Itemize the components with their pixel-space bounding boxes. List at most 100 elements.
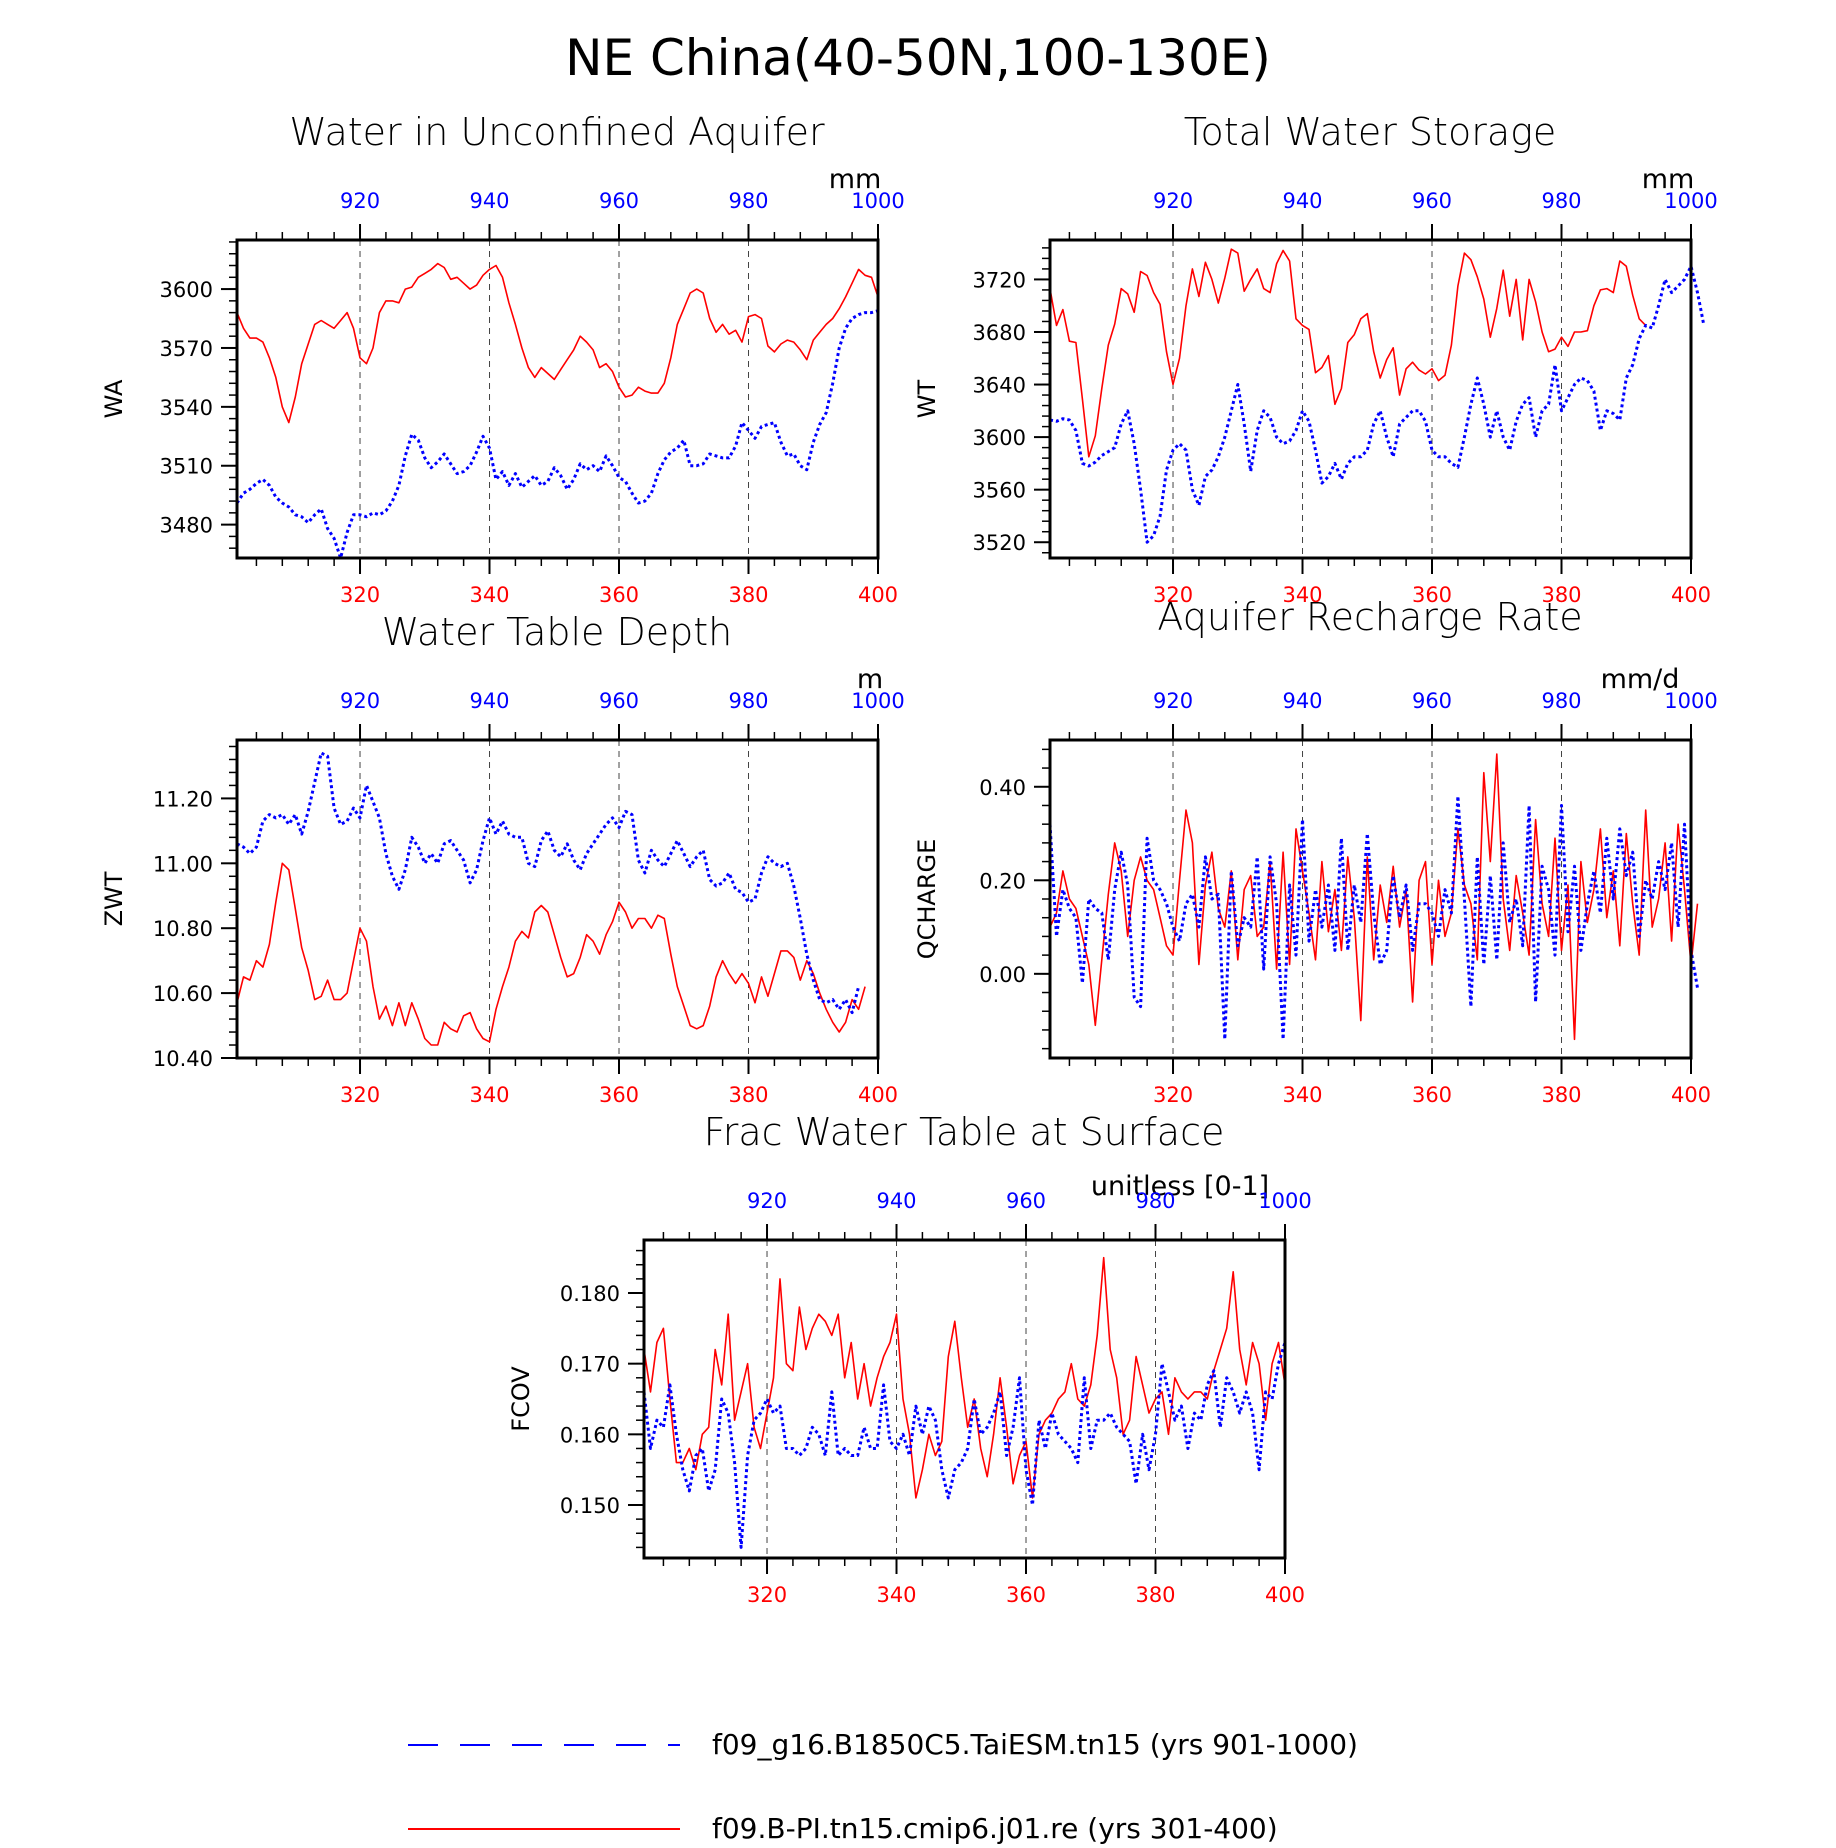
units-label: mm/d	[1601, 664, 1680, 695]
series-line-blue	[236, 751, 861, 1015]
y-tick-label: 3540	[160, 396, 213, 420]
x-top-tick-label: 940	[469, 689, 509, 713]
x-tick-label: 380	[1541, 583, 1581, 607]
y-tick-label: 0.00	[979, 963, 1026, 987]
x-tick-label: 400	[1671, 1083, 1711, 1107]
y-tick-label: 0.40	[979, 776, 1026, 800]
series-line-blue	[1049, 264, 1706, 544]
y-axis-label: WA	[100, 379, 128, 418]
x-top-tick-label: 920	[747, 1189, 787, 1213]
x-top-tick-label: 960	[599, 689, 639, 713]
x-tick-label: 400	[1265, 1583, 1305, 1607]
x-top-tick-label: 920	[340, 689, 380, 713]
x-tick-label: 360	[599, 583, 639, 607]
x-tick-label: 360	[1006, 1583, 1046, 1607]
x-tick-label: 380	[1541, 1083, 1581, 1107]
x-top-tick-label: 940	[1282, 689, 1322, 713]
y-tick-label: 3510	[160, 455, 213, 479]
series-line-red	[236, 262, 879, 424]
units-label: m	[857, 664, 883, 695]
legend-label-red: f09.B-PI.tn15.cmip6.j01.re (yrs 301-400)	[712, 1812, 1278, 1845]
y-axis-label: FCOV	[507, 1366, 535, 1432]
panel-title: Frac Water Table at Surface	[704, 1110, 1225, 1154]
figure-title: NE China(40-50N,100-130E)	[565, 29, 1271, 87]
y-tick-label: 11.20	[153, 787, 213, 811]
x-top-tick-label: 1000	[851, 689, 904, 713]
x-tick-label: 360	[1412, 583, 1452, 607]
panel-aquifer-recharge-rate: Aquifer Recharge Rate mm/d QCHARGE 0.00 0.20…	[913, 595, 1718, 1107]
x-top-tick-label: 940	[469, 189, 509, 213]
x-tick-label: 340	[876, 1583, 916, 1607]
y-tick-label: 3520	[973, 531, 1026, 555]
panel-water-table-depth: Water Table Depth m ZWT 10.40 10.60 10.80 11.0…	[100, 610, 905, 1107]
plot-frame	[642, 1238, 1287, 1560]
x-top-tick-label: 1000	[851, 189, 904, 213]
y-tick-label: 3640	[973, 374, 1026, 398]
x-tick-label: 360	[599, 1083, 639, 1107]
y-tick-label: 0.150	[560, 1494, 620, 1518]
y-tick-label: 3600	[160, 278, 213, 302]
series-line-red	[1049, 753, 1699, 1041]
series-line-red	[1049, 248, 1647, 458]
units-label: unitless [0-1]	[1091, 1171, 1269, 1202]
plot-frame	[235, 238, 880, 560]
y-tick-label: 10.40	[153, 1047, 213, 1071]
units-label: mm	[1642, 164, 1695, 195]
y-tick-label: 3560	[973, 479, 1026, 503]
x-tick-label: 340	[1282, 1083, 1322, 1107]
x-top-tick-label: 980	[1541, 189, 1581, 213]
series-line-blue	[235, 309, 879, 560]
y-axis-label: QCHARGE	[913, 839, 941, 960]
series-line-red	[236, 862, 866, 1046]
x-top-tick-label: 960	[1006, 1189, 1046, 1213]
x-tick-label: 340	[469, 1083, 509, 1107]
panel-frac-water-table-at-surface: Frac Water Table at Surface unitless [0-1…	[507, 1110, 1312, 1607]
x-tick-label: 360	[1412, 1083, 1452, 1107]
y-tick-label: 0.160	[560, 1423, 620, 1447]
series-line-blue	[642, 1342, 1287, 1549]
x-top-tick-label: 980	[728, 189, 768, 213]
x-top-tick-label: 1000	[1664, 189, 1717, 213]
y-tick-label: 0.180	[560, 1282, 620, 1306]
x-tick-label: 320	[340, 1083, 380, 1107]
panel-title: Total Water Storage	[1184, 110, 1557, 154]
y-tick-label: 3570	[160, 337, 213, 361]
y-tick-label: 3720	[973, 268, 1026, 292]
y-tick-label: 3600	[973, 426, 1026, 450]
x-tick-label: 380	[728, 1083, 768, 1107]
y-tick-label: 3680	[973, 321, 1026, 345]
x-top-tick-label: 1000	[1258, 1189, 1311, 1213]
units-label: mm	[829, 164, 882, 195]
x-tick-label: 340	[1282, 583, 1322, 607]
x-top-tick-label: 1000	[1664, 689, 1717, 713]
y-axis-label: WT	[913, 379, 941, 418]
x-tick-label: 340	[469, 583, 509, 607]
x-top-tick-label: 940	[1282, 189, 1322, 213]
x-top-tick-label: 920	[1153, 189, 1193, 213]
y-axis-label: ZWT	[100, 871, 128, 926]
plot-frame	[235, 738, 880, 1060]
y-tick-label: 3480	[160, 514, 213, 538]
x-tick-label: 380	[728, 583, 768, 607]
panel-title: Water in Unconfined Aquifer	[289, 110, 825, 154]
x-tick-label: 380	[1135, 1583, 1175, 1607]
plot-frame	[1048, 738, 1693, 1060]
x-tick-label: 320	[747, 1583, 787, 1607]
y-tick-label: 0.20	[979, 869, 1026, 893]
panel-title: Aquifer Recharge Rate	[1157, 595, 1582, 639]
series-line-red	[643, 1256, 1286, 1499]
legend-label-blue: f09_g16.B1850C5.TaiESM.tn15 (yrs 901-100…	[712, 1728, 1358, 1761]
y-tick-label: 0.170	[560, 1353, 620, 1377]
y-tick-label: 10.80	[153, 917, 213, 941]
x-top-tick-label: 920	[1153, 689, 1193, 713]
x-top-tick-label: 920	[340, 189, 380, 213]
x-tick-label: 400	[858, 1083, 898, 1107]
x-top-tick-label: 960	[599, 189, 639, 213]
x-tick-label: 320	[340, 583, 380, 607]
y-tick-label: 10.60	[153, 982, 213, 1006]
x-top-tick-label: 960	[1412, 689, 1452, 713]
x-top-tick-label: 980	[728, 689, 768, 713]
x-top-tick-label: 980	[1541, 689, 1581, 713]
